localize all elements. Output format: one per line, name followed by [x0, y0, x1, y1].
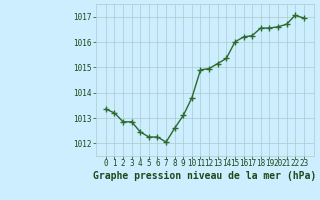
X-axis label: Graphe pression niveau de la mer (hPa): Graphe pression niveau de la mer (hPa)	[93, 171, 316, 181]
